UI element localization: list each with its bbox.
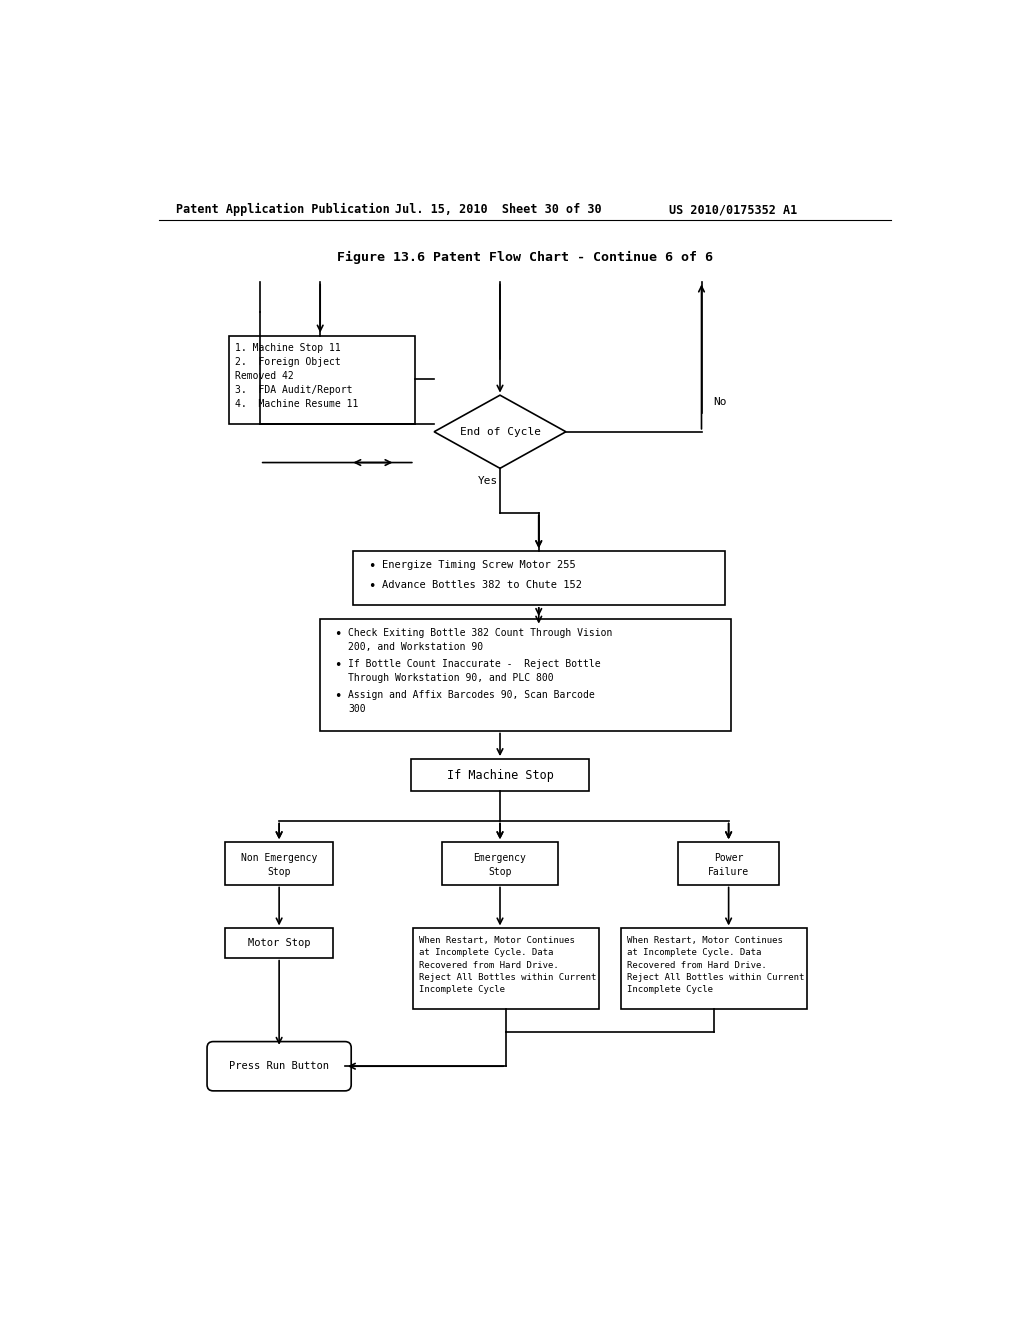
Text: Patent Application Publication: Patent Application Publication — [176, 203, 390, 216]
Text: Energize Timing Screw Motor 255: Energize Timing Screw Motor 255 — [382, 560, 575, 570]
Text: 300: 300 — [348, 705, 366, 714]
Text: 3.  FDA Audit/Report: 3. FDA Audit/Report — [234, 385, 352, 395]
Text: Figure 13.6 Patent Flow Chart - Continue 6 of 6: Figure 13.6 Patent Flow Chart - Continue… — [337, 251, 713, 264]
Bar — [414, 928, 599, 1010]
Text: Recovered from Hard Drive.: Recovered from Hard Drive. — [420, 961, 559, 970]
Text: When Restart, Motor Continues: When Restart, Motor Continues — [420, 936, 575, 945]
Text: •: • — [334, 659, 342, 672]
Text: Press Run Button: Press Run Button — [229, 1061, 329, 1072]
Text: Assign and Affix Barcodes 90, Scan Barcode: Assign and Affix Barcodes 90, Scan Barco… — [348, 690, 595, 701]
Text: •: • — [369, 581, 376, 594]
Text: Reject All Bottles within Current: Reject All Bottles within Current — [420, 973, 597, 982]
Text: 1. Machine Stop 11: 1. Machine Stop 11 — [234, 343, 341, 354]
Text: Jul. 15, 2010  Sheet 30 of 30: Jul. 15, 2010 Sheet 30 of 30 — [395, 203, 602, 216]
Text: If Machine Stop: If Machine Stop — [446, 768, 553, 781]
Bar — [411, 759, 589, 792]
Text: Incomplete Cycle: Incomplete Cycle — [420, 985, 506, 994]
Text: Emergency: Emergency — [473, 853, 526, 863]
Bar — [678, 842, 779, 884]
Text: •: • — [369, 560, 376, 573]
Text: Failure: Failure — [708, 867, 750, 876]
Text: 200, and Workstation 90: 200, and Workstation 90 — [348, 642, 483, 652]
Text: When Restart, Motor Continues: When Restart, Motor Continues — [627, 936, 783, 945]
Text: Stop: Stop — [488, 867, 512, 876]
Bar — [228, 335, 415, 424]
Text: If Bottle Count Inaccurate -  Reject Bottle: If Bottle Count Inaccurate - Reject Bott… — [348, 659, 601, 669]
Text: End of Cycle: End of Cycle — [460, 426, 541, 437]
Text: Advance Bottles 382 to Chute 152: Advance Bottles 382 to Chute 152 — [382, 581, 583, 590]
Text: 2.  Foreign Object: 2. Foreign Object — [234, 358, 341, 367]
Text: Removed 42: Removed 42 — [234, 371, 294, 381]
Bar — [225, 842, 334, 884]
Bar — [225, 928, 334, 958]
Text: 4.  Machine Resume 11: 4. Machine Resume 11 — [234, 399, 358, 409]
Text: Non Emergency: Non Emergency — [241, 853, 317, 863]
Text: Stop: Stop — [267, 867, 291, 876]
Text: •: • — [334, 628, 342, 642]
Text: Check Exiting Bottle 382 Count Through Vision: Check Exiting Bottle 382 Count Through V… — [348, 628, 612, 638]
Text: at Incomplete Cycle. Data: at Incomplete Cycle. Data — [627, 948, 762, 957]
Text: Reject All Bottles within Current: Reject All Bottles within Current — [627, 973, 805, 982]
Bar — [621, 928, 807, 1010]
Text: US 2010/0175352 A1: US 2010/0175352 A1 — [669, 203, 798, 216]
Text: Recovered from Hard Drive.: Recovered from Hard Drive. — [627, 961, 767, 970]
Text: •: • — [334, 690, 342, 704]
Text: Power: Power — [714, 853, 743, 863]
Text: Incomplete Cycle: Incomplete Cycle — [627, 985, 713, 994]
Text: at Incomplete Cycle. Data: at Incomplete Cycle. Data — [420, 948, 554, 957]
Text: Through Workstation 90, and PLC 800: Through Workstation 90, and PLC 800 — [348, 673, 554, 682]
Text: Motor Stop: Motor Stop — [248, 939, 310, 948]
Bar — [321, 619, 731, 730]
Bar — [352, 552, 725, 605]
Text: Yes: Yes — [478, 475, 499, 486]
Bar — [442, 842, 558, 884]
Text: No: No — [713, 397, 727, 407]
